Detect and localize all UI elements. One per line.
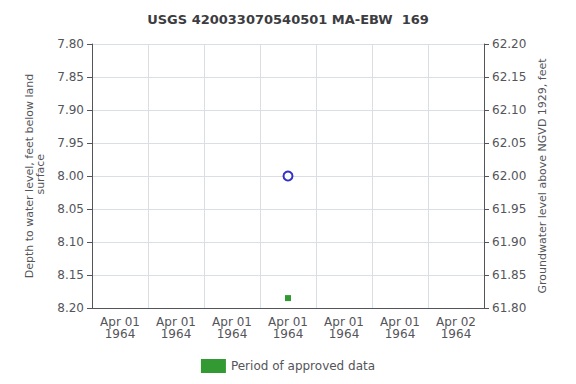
svg-text:8.20: 8.20 — [57, 301, 84, 315]
svg-text:62.10: 62.10 — [492, 103, 526, 117]
svg-text:62.20: 62.20 — [492, 37, 526, 51]
svg-text:Depth to water level, feet bel: Depth to water level, feet below land — [23, 73, 37, 279]
svg-text:1964: 1964 — [273, 327, 304, 341]
svg-text:USGS 420033070540501 MA-EBW 1: USGS 420033070540501 MA-EBW 169 — [147, 12, 429, 27]
svg-text:Apr 01: Apr 01 — [324, 315, 364, 329]
svg-text:62.05: 62.05 — [492, 136, 526, 150]
svg-text:Apr 01: Apr 01 — [156, 315, 196, 329]
svg-text:61.80: 61.80 — [492, 301, 526, 315]
svg-text:1964: 1964 — [105, 327, 136, 341]
svg-text:Apr 01: Apr 01 — [268, 315, 308, 329]
svg-text:Apr 01: Apr 01 — [100, 315, 140, 329]
svg-text:61.85: 61.85 — [492, 268, 526, 282]
svg-text:surface: surface — [34, 154, 47, 198]
svg-text:1964: 1964 — [441, 327, 472, 341]
svg-text:7.80: 7.80 — [57, 37, 84, 51]
svg-text:Apr 01: Apr 01 — [212, 315, 252, 329]
svg-text:7.95: 7.95 — [57, 136, 84, 150]
svg-text:7.90: 7.90 — [57, 103, 84, 117]
svg-text:61.95: 61.95 — [492, 202, 526, 216]
svg-text:8.15: 8.15 — [57, 268, 84, 282]
svg-text:61.90: 61.90 — [492, 235, 526, 249]
svg-text:Period of approved data: Period of approved data — [231, 359, 375, 373]
svg-text:62.15: 62.15 — [492, 70, 526, 84]
svg-text:Apr 02: Apr 02 — [436, 315, 476, 329]
svg-text:8.05: 8.05 — [57, 202, 84, 216]
svg-text:1964: 1964 — [217, 327, 248, 341]
svg-text:7.85: 7.85 — [57, 70, 84, 84]
svg-text:8.10: 8.10 — [57, 235, 84, 249]
svg-text:Groundwater level above NGVD 1: Groundwater level above NGVD 1929, feet — [536, 58, 549, 294]
svg-text:1964: 1964 — [329, 327, 360, 341]
svg-text:8.00: 8.00 — [57, 169, 84, 183]
svg-text:1964: 1964 — [385, 327, 416, 341]
svg-text:Apr 01: Apr 01 — [380, 315, 420, 329]
svg-text:1964: 1964 — [161, 327, 192, 341]
svg-text:62.00: 62.00 — [492, 169, 526, 183]
